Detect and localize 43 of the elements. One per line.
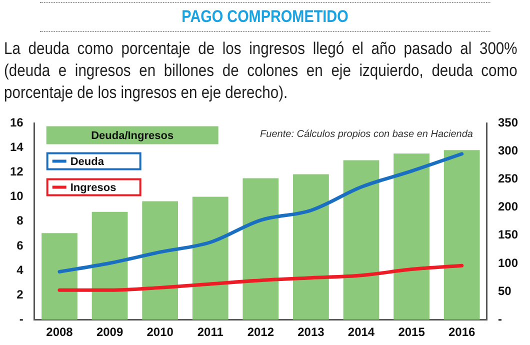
x-tick-label: 2008 [46,325,74,340]
bar [394,154,430,320]
annotation: Fuente: Cálculos propios con base en Hacienda [260,128,474,140]
bar [92,212,128,320]
x-tick-label: 2013 [298,325,325,340]
x-tick-label: 2011 [197,325,224,340]
y-tick-label: 14 [10,140,24,154]
y-tick-label: 2 [16,287,24,302]
y-tick-label: 10 [10,189,24,204]
y2-tick-label: 150 [498,228,518,242]
y2-tick-label: - [498,312,502,326]
y2-tick-label: 50 [498,284,512,298]
y2-tick-label: 100 [498,256,518,270]
x-tick-label: 2016 [448,325,476,340]
y2-tick-label: 350 [498,116,518,130]
x-tick-label: 2012 [247,325,274,340]
bar [343,160,380,320]
x-tick-label: 2015 [398,325,426,340]
y-tick-label: 12 [10,164,24,179]
x-tick-label: 2009 [96,325,124,340]
x-tick-label: 2010 [146,325,174,340]
y2-tick-label: 300 [498,144,518,158]
text: Deuda/Ingresos [91,130,174,142]
y-tick-label: 6 [16,238,24,252]
bar [293,174,329,320]
line-series [58,264,464,292]
legend-label: Deuda [70,156,105,168]
bar [444,150,480,320]
x-tick-label: 2014 [348,325,375,340]
y-tick-label: 4 [16,262,24,277]
chart-subtitle: La deuda como porcentaje de los ingresos llegó el año pasado al 300% (deuda e ingresos en billones de colones en eje izquierdo, deuda como porcentaje de los ingresos en eje derecho). [4,38,518,104]
bar [42,233,78,320]
y2-tick-label: 250 [498,172,518,186]
legend-label: Ingresos [70,182,116,194]
line-series [58,152,464,274]
bar [242,178,279,320]
bar [142,201,178,320]
chart-title: PAGO COMPROMETIDO [40,2,490,32]
y-tick-label: 16 [10,116,24,130]
y-tick-label: 8 [16,214,24,228]
y2-tick-label: 200 [498,200,518,214]
y-tick-label: - [19,312,24,326]
bar [192,196,228,320]
